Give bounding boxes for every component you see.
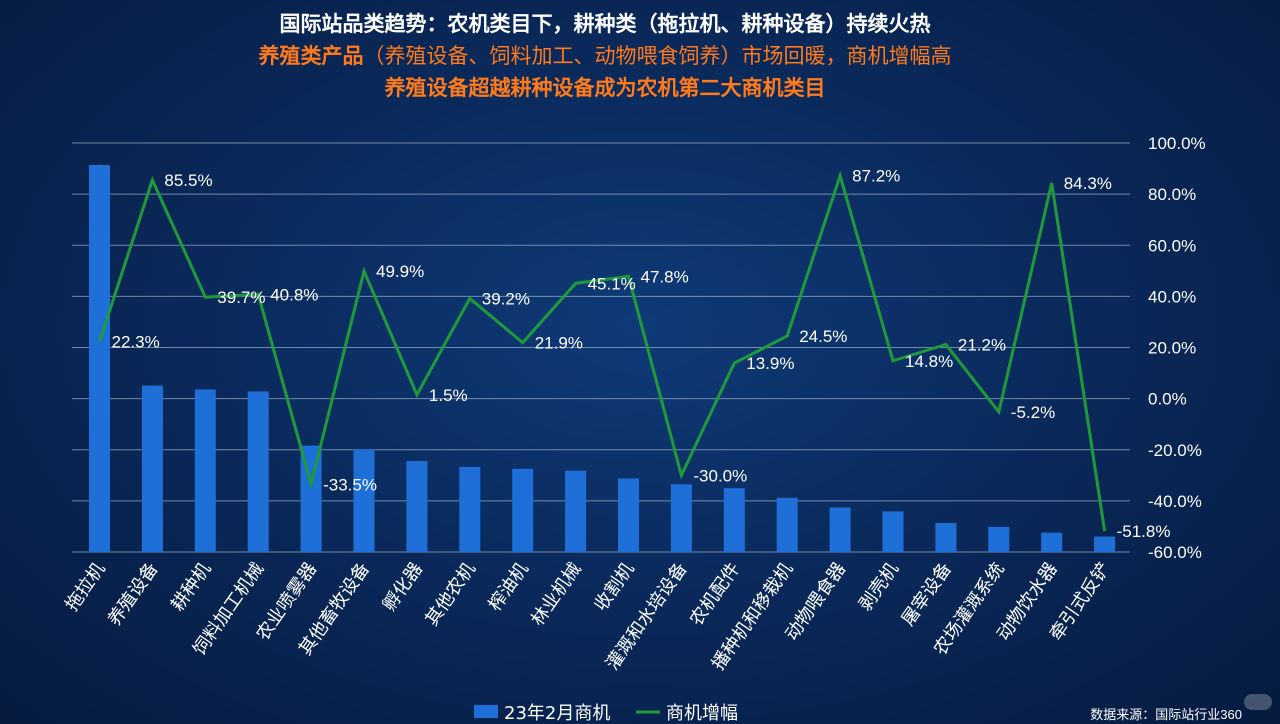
- category-label: 林业机械: [527, 559, 585, 630]
- title-line2-rest: （养殖设备、饲料加工、动物喂食饲养）市场回暖，商机增幅高: [363, 45, 952, 68]
- bar: [1041, 532, 1063, 552]
- right-axis-tick-label: 80.0%: [1148, 185, 1196, 204]
- right-axis-tick-label: 0.0%: [1148, 390, 1187, 409]
- bar: [882, 511, 904, 552]
- category-label: 剥壳机: [855, 559, 903, 615]
- legend-bar-swatch: [474, 705, 498, 718]
- bar: [670, 484, 692, 552]
- chart-title-line3: 养殖设备超越耕种设备成为农机第二大商机类目: [384, 77, 826, 100]
- right-axis-tick-label: 60.0%: [1148, 236, 1196, 255]
- bar: [565, 470, 587, 552]
- data-label: 87.2%: [852, 167, 900, 186]
- data-label: -5.2%: [1011, 403, 1055, 422]
- bar: [194, 389, 216, 552]
- bar: [988, 526, 1010, 552]
- title-line2-bold: 养殖类产品: [258, 45, 364, 68]
- data-label: 85.5%: [164, 171, 212, 190]
- category-label: 收割机: [590, 559, 638, 615]
- data-label: 47.8%: [641, 267, 689, 286]
- bar: [353, 449, 375, 552]
- bar: [459, 466, 481, 552]
- right-axis-tick-label: 100.0%: [1148, 134, 1206, 153]
- bar: [829, 507, 851, 552]
- bar: [141, 385, 163, 552]
- data-label: 22.3%: [112, 333, 160, 352]
- category-label: 拖拉机: [61, 559, 109, 615]
- bar: [300, 445, 322, 552]
- data-label: 49.9%: [376, 262, 424, 281]
- bar: [512, 468, 534, 552]
- bar: [776, 497, 798, 552]
- right-axis-tick-label: 40.0%: [1148, 287, 1196, 306]
- bar: [89, 165, 110, 552]
- legend-bar-label: 23年2月商机: [504, 703, 610, 724]
- chart-title-line1: 国际站品类趋势：农机类目下，耕种类（拖拉机、耕种设备）持续火热: [279, 13, 931, 36]
- line-series-path: [98, 170, 1107, 532]
- data-label: -30.0%: [693, 466, 747, 485]
- data-label: -51.8%: [1117, 522, 1171, 541]
- data-label: 21.2%: [958, 335, 1006, 354]
- bar: [247, 391, 269, 552]
- watermark-badge: [1244, 694, 1272, 710]
- category-label: 孵化器: [379, 559, 427, 615]
- data-label: 14.8%: [905, 352, 953, 371]
- source-note: 数据来源：国际站行业360: [1090, 707, 1242, 722]
- chart-title-line2: 养殖类产品（养殖设备、饲料加工、动物喂食饲养）市场回暖，商机增幅高: [0, 40, 1210, 70]
- data-label: 13.9%: [746, 354, 794, 373]
- data-label: -33.5%: [323, 475, 377, 494]
- data-label: 21.9%: [535, 334, 583, 353]
- data-label: 24.5%: [799, 327, 847, 346]
- legend-line-label: 商机增幅: [666, 703, 738, 724]
- data-label: 40.8%: [270, 285, 318, 304]
- category-label: 榨油机: [485, 559, 533, 615]
- bar: [1094, 536, 1116, 552]
- data-label: 39.7%: [217, 288, 265, 307]
- data-label: 84.3%: [1064, 174, 1112, 193]
- right-axis-tick-label: -60.0%: [1148, 543, 1202, 562]
- right-axis-tick-label: -40.0%: [1148, 492, 1202, 511]
- right-axis-tick-label: 20.0%: [1148, 339, 1196, 358]
- data-label: 45.1%: [588, 274, 636, 293]
- category-label: 农机配件: [686, 559, 744, 630]
- category-label: 其他农机: [421, 559, 479, 630]
- right-axis-tick-label: -20.0%: [1148, 441, 1202, 460]
- bar: [618, 478, 639, 552]
- category-label: 耕种机: [167, 559, 215, 615]
- bar: [935, 522, 957, 552]
- category-label: 养殖设备: [103, 558, 162, 630]
- bar: [406, 461, 428, 552]
- category-label: 屠宰设备: [897, 559, 955, 630]
- bar: [723, 488, 745, 552]
- data-label: 1.5%: [429, 386, 468, 405]
- data-label: 39.2%: [482, 289, 530, 308]
